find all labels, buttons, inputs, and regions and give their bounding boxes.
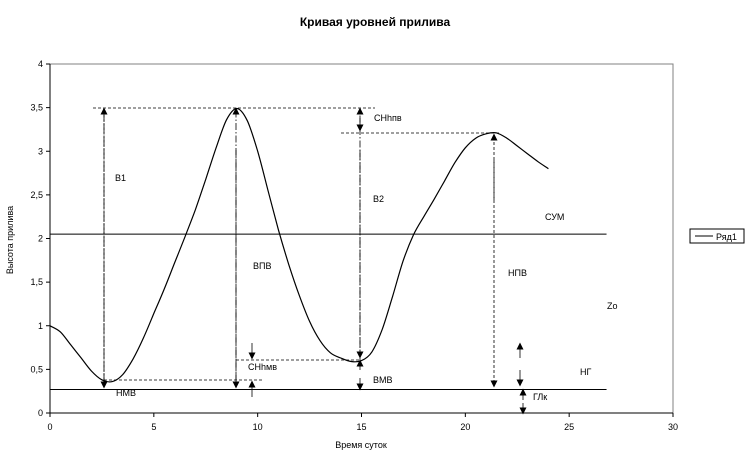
chart-title: Кривая уровней прилива: [300, 15, 451, 29]
x-tick-label: 30: [668, 422, 678, 432]
y-tick-label: 1: [38, 321, 43, 331]
label-snhpv: СНhпв: [374, 113, 402, 123]
legend-box: [689, 228, 745, 244]
y-axis-label: Высота прилива: [5, 206, 15, 274]
label-glk: ГЛк: [533, 392, 547, 402]
label-npv: НПВ: [508, 268, 527, 278]
label-b2: В2: [373, 194, 384, 204]
y-tick-label: 0,5: [30, 364, 43, 374]
x-tick-label: 0: [47, 422, 52, 432]
x-tick-label: 25: [564, 422, 574, 432]
y-tick-label: 2,5: [30, 190, 43, 200]
legend-label: Ряд1: [716, 232, 737, 242]
label-vpv: ВПВ: [253, 261, 271, 271]
x-tick-label: 10: [253, 422, 263, 432]
y-tick-label: 0: [38, 408, 43, 418]
y-tick-label: 1,5: [30, 277, 43, 287]
label-sum: СУМ: [545, 212, 564, 222]
x-tick-label: 20: [460, 422, 470, 432]
x-tick-label: 5: [151, 422, 156, 432]
x-axis-label: Время суток: [335, 440, 387, 450]
plot-area: 0 5 10 15 20 25 30 0 0,5 1 1,5 2 2,5 3 3,5 4 В1 В2 ВПВ НП…: [30, 59, 678, 432]
x-tick-label: 15: [356, 422, 366, 432]
label-zo: Zo: [607, 301, 618, 311]
y-tick-label: 3,5: [30, 103, 43, 113]
label-b1: В1: [115, 173, 126, 183]
label-snhmv: СНhмв: [248, 362, 277, 372]
y-tick-label: 2: [38, 234, 43, 244]
y-tick-label: 3: [38, 146, 43, 156]
tide-series-line: [49, 107, 549, 383]
label-ng: НГ: [580, 367, 591, 377]
y-tick-label: 4: [38, 59, 43, 69]
label-vmv: ВМВ: [373, 375, 393, 385]
label-nmv: НМВ: [116, 388, 136, 398]
legend: Ряд1: [689, 228, 745, 244]
